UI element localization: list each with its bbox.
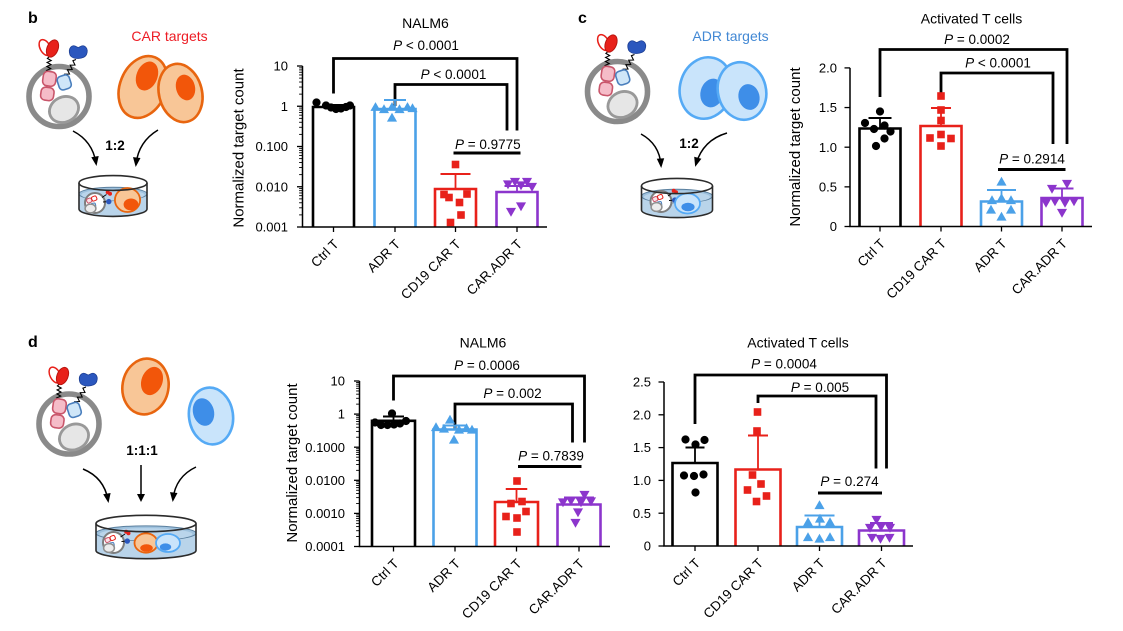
- svg-text:ADR T: ADR T: [424, 556, 463, 595]
- svg-text:c: c: [578, 10, 587, 27]
- svg-text:P < 0.0001: P < 0.0001: [421, 67, 487, 82]
- svg-text:CAR targets: CAR targets: [131, 28, 207, 44]
- svg-text:P < 0.0001: P < 0.0001: [393, 38, 459, 53]
- svg-text:ADR T: ADR T: [971, 236, 1010, 275]
- svg-text:10: 10: [274, 59, 288, 74]
- svg-text:ADR T: ADR T: [364, 237, 403, 276]
- svg-text:CD19 CAR T: CD19 CAR T: [700, 556, 766, 622]
- svg-text:CAR.ADR T: CAR.ADR T: [828, 556, 889, 617]
- svg-text:0: 0: [644, 539, 651, 554]
- svg-text:0.5: 0.5: [633, 506, 651, 521]
- svg-text:0.010: 0.010: [255, 179, 288, 194]
- svg-text:CAR.ADR T: CAR.ADR T: [1009, 236, 1070, 297]
- svg-text:Ctrl T: Ctrl T: [855, 236, 889, 270]
- svg-text:P = 0.7839: P = 0.7839: [518, 449, 584, 464]
- svg-text:Ctrl T: Ctrl T: [368, 556, 402, 590]
- svg-text:0.5: 0.5: [819, 179, 837, 194]
- svg-text:0.1000: 0.1000: [305, 440, 345, 455]
- svg-text:P = 0.274: P = 0.274: [820, 474, 879, 489]
- svg-text:NALM6: NALM6: [460, 334, 507, 350]
- svg-text:ADR targets: ADR targets: [692, 28, 768, 44]
- svg-text:10: 10: [331, 374, 345, 389]
- svg-text:0.0001: 0.0001: [305, 539, 345, 554]
- svg-text:CD19 CAR T: CD19 CAR T: [398, 237, 464, 303]
- svg-text:Ctrl T: Ctrl T: [670, 556, 704, 590]
- svg-text:P = 0.2914: P = 0.2914: [999, 152, 1065, 167]
- svg-text:1: 1: [281, 99, 288, 114]
- svg-text:P = 0.0006: P = 0.0006: [454, 358, 520, 373]
- svg-text:0.001: 0.001: [255, 220, 288, 235]
- svg-text:2.0: 2.0: [633, 407, 651, 422]
- svg-text:P < 0.0001: P < 0.0001: [965, 56, 1031, 71]
- svg-text:CAR.ADR T: CAR.ADR T: [526, 556, 587, 617]
- svg-text:NALM6: NALM6: [402, 15, 449, 31]
- svg-text:1:2: 1:2: [105, 138, 125, 153]
- svg-text:CD19 CAR T: CD19 CAR T: [883, 236, 949, 302]
- svg-text:b: b: [28, 10, 38, 27]
- svg-text:1: 1: [338, 407, 345, 422]
- svg-text:2.5: 2.5: [633, 375, 651, 390]
- svg-text:1.0: 1.0: [633, 473, 651, 488]
- svg-text:1.0: 1.0: [819, 140, 837, 155]
- svg-text:Normalized target count: Normalized target count: [284, 383, 301, 543]
- svg-text:1:1:1: 1:1:1: [126, 443, 158, 458]
- svg-text:Normalized target count: Normalized target count: [787, 67, 804, 227]
- svg-text:0.0010: 0.0010: [305, 506, 345, 521]
- svg-text:d: d: [28, 334, 38, 351]
- svg-text:1.5: 1.5: [819, 100, 837, 115]
- svg-text:2.0: 2.0: [819, 61, 837, 76]
- svg-text:Ctrl T: Ctrl T: [308, 237, 342, 271]
- svg-text:P = 0.0004: P = 0.0004: [751, 357, 817, 372]
- svg-text:P = 0.0002: P = 0.0002: [944, 32, 1010, 47]
- svg-text:0.100: 0.100: [255, 139, 288, 154]
- svg-text:P = 0.002: P = 0.002: [483, 386, 541, 401]
- svg-text:0: 0: [830, 219, 837, 234]
- svg-text:CAR.ADR T: CAR.ADR T: [464, 237, 525, 298]
- svg-text:CD19 CAR T: CD19 CAR T: [459, 556, 525, 622]
- svg-text:1:2: 1:2: [679, 136, 699, 151]
- svg-text:Activated T cells: Activated T cells: [747, 334, 848, 350]
- svg-text:Activated T cells: Activated T cells: [921, 11, 1022, 27]
- svg-text:0.0100: 0.0100: [305, 473, 345, 488]
- svg-text:ADR T: ADR T: [789, 556, 828, 595]
- svg-text:Normalized target count: Normalized target count: [231, 68, 248, 228]
- svg-text:P = 0.9775: P = 0.9775: [455, 137, 521, 152]
- svg-text:P = 0.005: P = 0.005: [791, 380, 849, 395]
- svg-text:1.5: 1.5: [633, 440, 651, 455]
